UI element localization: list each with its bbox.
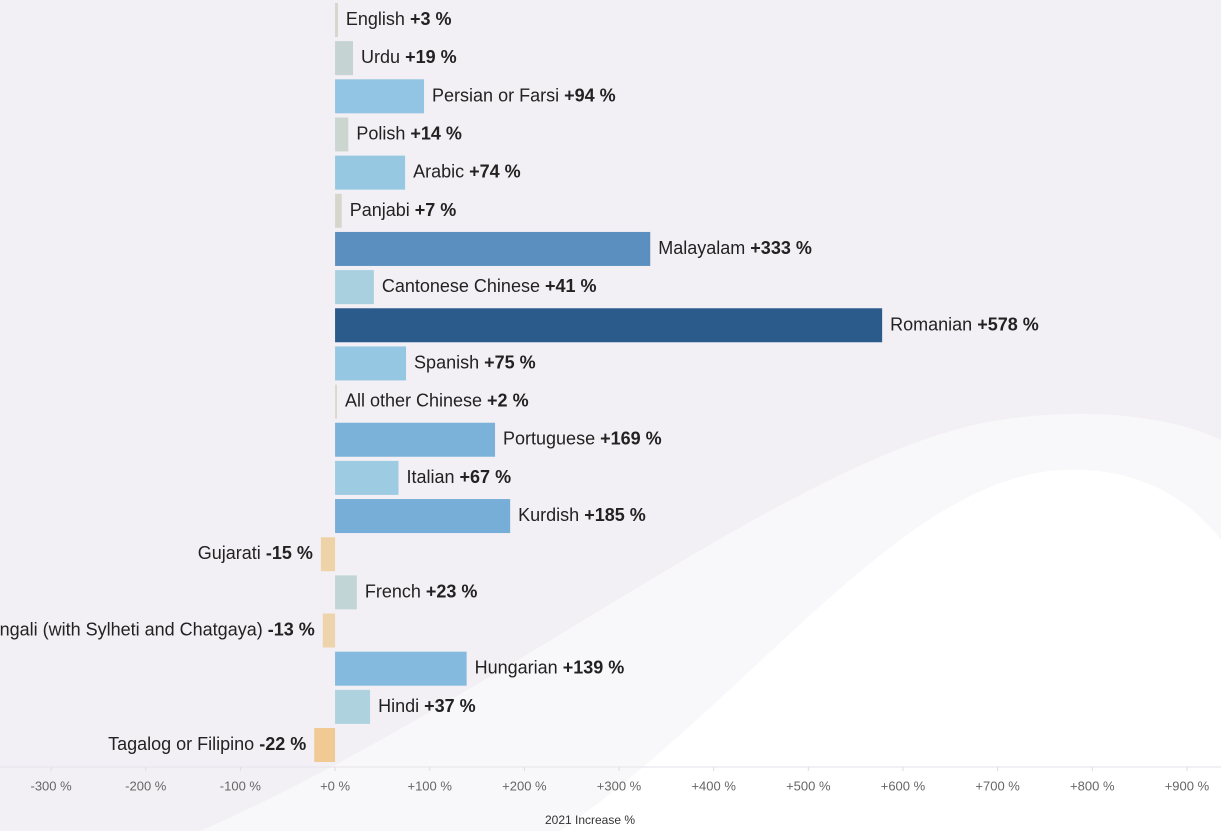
value-label: +74 % — [469, 161, 521, 181]
category-label: Persian or Farsi — [432, 85, 559, 105]
category-label: Kurdish — [518, 505, 579, 525]
bar-label: Panjabi +7 % — [350, 200, 457, 220]
x-tick-label: +400 % — [691, 778, 736, 793]
value-label: -13 % — [268, 619, 315, 639]
value-label: +94 % — [564, 85, 616, 105]
x-tick-label: +800 % — [1070, 778, 1115, 793]
value-label: +169 % — [600, 428, 662, 448]
bar-label: Spanish +75 % — [414, 352, 536, 372]
x-tick-label: -200 % — [125, 778, 167, 793]
bar-label: Kurdish +185 % — [518, 505, 646, 525]
x-tick-label: +0 % — [320, 778, 350, 793]
background-wave — [560, 469, 1221, 831]
value-label: +67 % — [460, 467, 512, 487]
bar-label: Romanian +578 % — [890, 314, 1039, 334]
value-label: +3 % — [410, 9, 452, 29]
bar-label: Tagalog or Filipino -22 % — [108, 734, 306, 754]
bar-label: French +23 % — [365, 581, 478, 601]
x-tick-label: +900 % — [1165, 778, 1210, 793]
category-label: Panjabi — [350, 200, 410, 220]
x-tick-label: -300 % — [31, 778, 73, 793]
x-tick-label: +700 % — [975, 778, 1020, 793]
value-label: +578 % — [977, 314, 1039, 334]
bar — [335, 155, 406, 190]
category-label: Polish — [356, 123, 405, 143]
category-label: Arabic — [413, 161, 464, 181]
x-tick-label: +600 % — [881, 778, 926, 793]
value-label: +19 % — [405, 47, 457, 67]
value-label: +7 % — [415, 200, 457, 220]
category-label: All other Chinese — [345, 390, 482, 410]
bar — [320, 537, 336, 572]
x-tick-label: +100 % — [407, 778, 452, 793]
bar-label: Cantonese Chinese +41 % — [382, 276, 597, 296]
value-label: +139 % — [563, 657, 625, 677]
category-label: Spanish — [414, 352, 479, 372]
bar-label: Arabic +74 % — [413, 161, 521, 181]
bar — [335, 689, 371, 724]
category-label: Hungarian — [475, 657, 558, 677]
bar — [335, 117, 349, 152]
x-tick-label: +300 % — [597, 778, 642, 793]
bar-label: Urdu +19 % — [361, 47, 457, 67]
bar-label: Portuguese +169 % — [503, 428, 662, 448]
bar-label: Malayalam +333 % — [658, 238, 812, 258]
category-label: Romanian — [890, 314, 972, 334]
x-tick-label: +200 % — [502, 778, 547, 793]
x-tick-label: -100 % — [220, 778, 262, 793]
bar — [335, 308, 883, 343]
bar — [335, 575, 357, 610]
category-label: Urdu — [361, 47, 400, 67]
bar — [335, 3, 338, 37]
category-label: Bengali (with Sylheti and Chatgaya) — [0, 619, 263, 639]
bar — [335, 422, 496, 457]
category-label: Gujarati — [198, 543, 261, 563]
value-label: +185 % — [584, 505, 646, 525]
category-label: Italian — [406, 467, 454, 487]
bar — [335, 79, 425, 114]
bar-label: Hungarian +139 % — [475, 657, 625, 677]
bar-label: English +3 % — [346, 9, 452, 29]
value-label: +14 % — [410, 123, 462, 143]
x-tick-label: +500 % — [786, 778, 831, 793]
bar — [322, 613, 336, 648]
bar — [335, 499, 511, 534]
bar — [335, 384, 337, 419]
bar-label: Bengali (with Sylheti and Chatgaya) -13 … — [0, 619, 315, 639]
bar — [335, 231, 651, 266]
bar-label: Persian or Farsi +94 % — [432, 85, 616, 105]
category-label: Hindi — [378, 696, 419, 716]
category-label: Cantonese Chinese — [382, 276, 540, 296]
category-label: Portuguese — [503, 428, 595, 448]
category-label: English — [346, 9, 405, 29]
category-label: French — [365, 581, 421, 601]
category-label: Tagalog or Filipino — [108, 734, 254, 754]
bar — [335, 193, 342, 228]
value-label: -22 % — [259, 734, 306, 754]
value-label: +333 % — [750, 238, 812, 258]
bar-label: Polish +14 % — [356, 123, 462, 143]
value-label: +2 % — [487, 390, 529, 410]
value-label: +41 % — [545, 276, 597, 296]
bar — [335, 41, 354, 76]
bar-label: Italian +67 % — [406, 467, 511, 487]
bar — [335, 270, 374, 305]
value-label: +37 % — [424, 696, 476, 716]
bar-label: Gujarati -15 % — [198, 543, 313, 563]
bar-label: All other Chinese +2 % — [345, 390, 529, 410]
value-label: +23 % — [426, 581, 478, 601]
bar — [335, 651, 467, 686]
value-label: -15 % — [266, 543, 313, 563]
value-label: +75 % — [484, 352, 536, 372]
bar — [314, 728, 336, 762]
bar — [335, 460, 399, 495]
bar-label: Hindi +37 % — [378, 696, 476, 716]
category-label: Malayalam — [658, 238, 745, 258]
x-axis-label: 2021 Increase % — [545, 813, 635, 827]
bar — [335, 346, 407, 381]
